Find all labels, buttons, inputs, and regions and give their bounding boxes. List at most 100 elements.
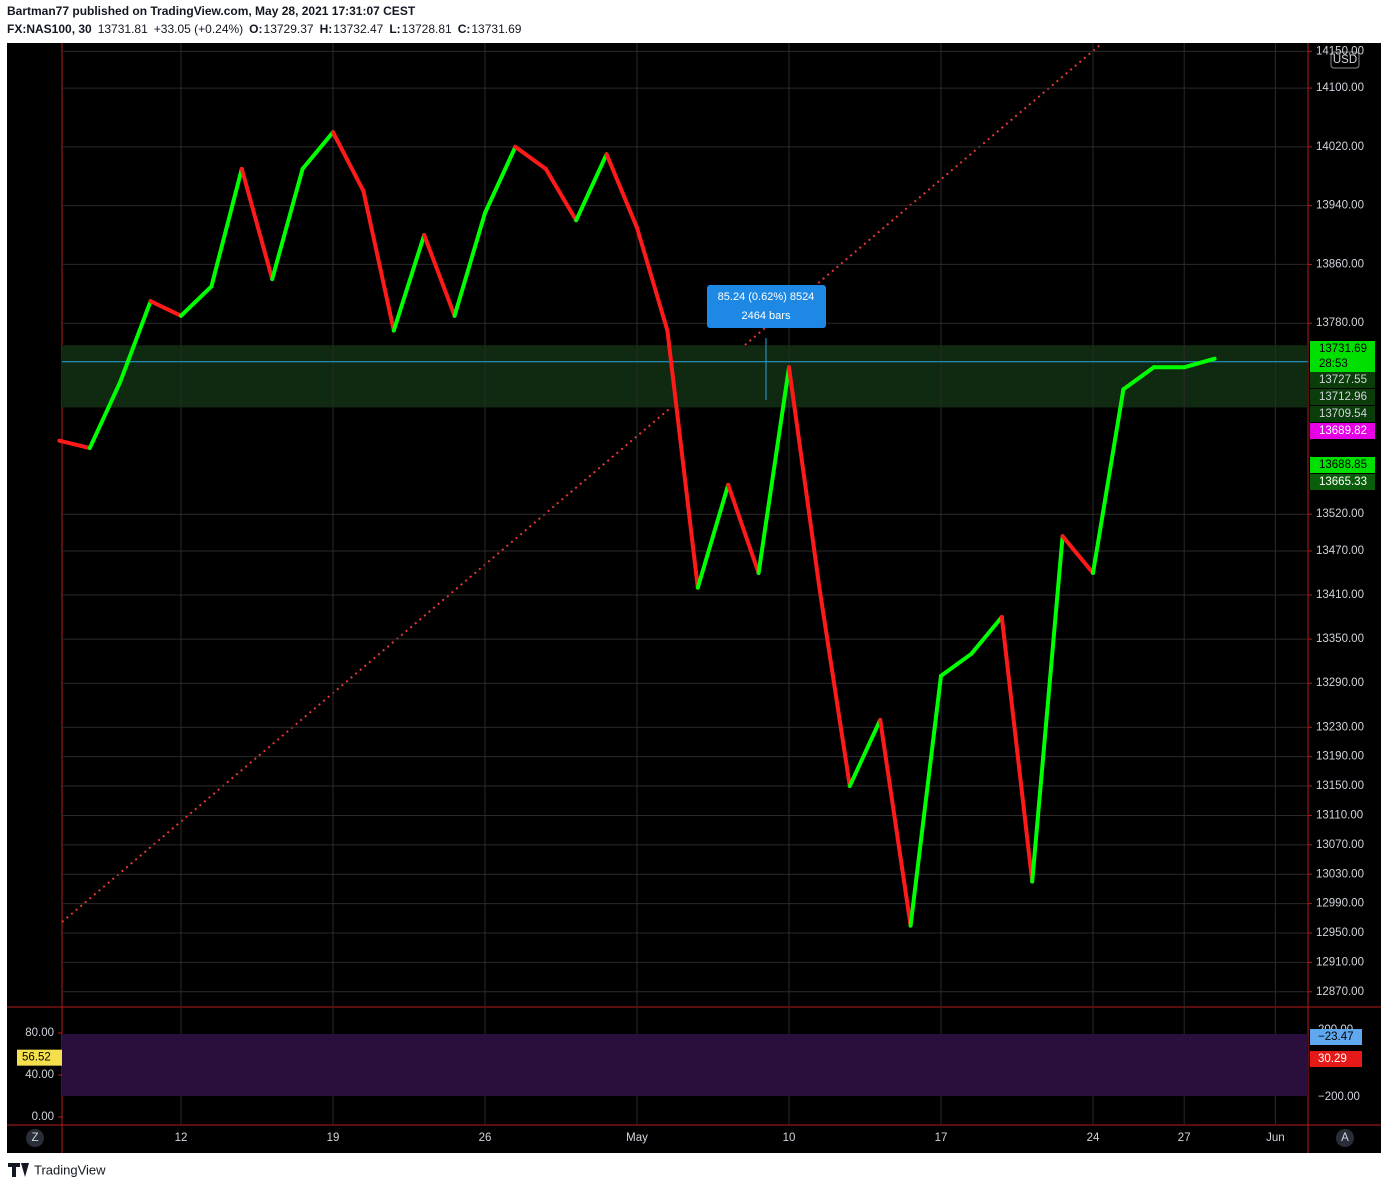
y-tick-label: 13290.00 <box>1316 677 1364 689</box>
price-segment <box>118 299 153 384</box>
x-tick-label: 24 <box>1087 1132 1100 1144</box>
logo <box>8 1163 29 1177</box>
brand: TradingView <box>34 1162 106 1177</box>
price-segment <box>1182 356 1217 370</box>
price-segment <box>179 284 214 318</box>
legend: FX:NAS100, 30 13731.81 +33.05 (+0.24%) O: 13… <box>7 22 522 36</box>
price-segment <box>847 717 883 789</box>
y-tick-label: 12870.00 <box>1316 986 1364 998</box>
price-segment <box>1030 534 1065 884</box>
price-label: 13709.54 <box>1319 408 1368 420</box>
legend-item: FX:NAS100, 30 <box>7 22 92 36</box>
price-segment <box>817 585 852 789</box>
price-segment <box>695 482 731 590</box>
osc-tick-label: 40.00 <box>25 1069 54 1081</box>
button[interactable] <box>1336 1129 1354 1147</box>
price-label-bg <box>1310 474 1375 490</box>
osc-tick-label: 0.00 <box>32 1111 54 1123</box>
y-tick-label: 13030.00 <box>1316 868 1364 880</box>
price-segment <box>787 365 822 590</box>
legend-item: H: <box>320 22 333 36</box>
measure-text: 85.24 (0.62%) 8524 <box>718 291 815 303</box>
price-segment <box>665 328 700 590</box>
price-label-bg <box>1310 457 1375 473</box>
price-label-bg <box>1310 372 1375 388</box>
legend-item: 13729.37 <box>264 22 314 36</box>
price-segment <box>391 233 427 333</box>
x-tick-label: 10 <box>783 1132 796 1144</box>
price-segment <box>331 130 366 193</box>
price-segment <box>908 673 943 928</box>
legend-item: 13731.69 <box>471 22 521 36</box>
y-tick-label: 13470.00 <box>1316 545 1364 557</box>
y-tick-label: 12950.00 <box>1316 927 1364 939</box>
price-segment <box>543 166 579 223</box>
price-segment <box>422 233 457 318</box>
price-segment <box>452 210 487 318</box>
price-segment <box>878 717 913 928</box>
price-segment <box>300 130 335 171</box>
osc-label-bg <box>1310 1051 1362 1067</box>
osc-tick-label: 80.00 <box>25 1027 54 1039</box>
legend-item: 13728.81 <box>402 22 452 36</box>
price-segment <box>999 615 1035 884</box>
x-tick-label: 12 <box>175 1132 188 1144</box>
osc-label: −23.47 <box>1318 1031 1354 1043</box>
osc-current-bg <box>17 1049 62 1066</box>
y-tick-label: 13150.00 <box>1316 780 1364 792</box>
price-segment <box>513 144 548 171</box>
button-label[interactable]: A <box>1341 1132 1349 1144</box>
y-tick-label: 13410.00 <box>1316 589 1364 601</box>
button[interactable] <box>26 1129 44 1147</box>
price-label-bg <box>1310 423 1375 439</box>
price-segment <box>756 365 791 575</box>
x-tick-label: 26 <box>479 1132 492 1144</box>
y-tick-label: 14150.00 <box>1316 45 1364 57</box>
y-tick-label: 13940.00 <box>1316 200 1364 212</box>
price-segment <box>57 438 92 451</box>
price-segment <box>1121 365 1156 392</box>
y-tick-label: 13230.00 <box>1316 721 1364 733</box>
legend-item: C: <box>458 22 471 36</box>
price-segment <box>270 166 305 282</box>
osc-band <box>62 1034 1308 1096</box>
price-segment <box>635 225 670 333</box>
legend-item: 13732.47 <box>333 22 383 36</box>
button-label[interactable]: Z <box>31 1132 38 1144</box>
price-segment <box>209 166 244 289</box>
price-label: 13665.33 <box>1319 476 1367 488</box>
x-tick-label: 17 <box>935 1132 948 1144</box>
price-label: 13689.82 <box>1319 425 1367 437</box>
price-label: 13688.85 <box>1319 459 1367 471</box>
legend-item: 13731.81 <box>98 22 148 36</box>
y-tick-label: 14100.00 <box>1316 82 1364 94</box>
price-label-bg <box>1310 389 1375 405</box>
price-segment <box>969 615 1004 656</box>
price-segment <box>574 152 609 223</box>
chart-bg <box>7 43 1381 1153</box>
price-segment <box>604 152 639 230</box>
legend-item: O: <box>249 22 262 36</box>
y-tick-label: 13190.00 <box>1316 751 1364 763</box>
y-tick-label: 13110.00 <box>1316 809 1363 821</box>
price-label-bg <box>1310 406 1375 422</box>
price-label: 28:53 <box>1319 358 1348 370</box>
price-segment <box>361 188 396 333</box>
price-label: 13731.69 <box>1319 343 1367 355</box>
measure-box <box>707 285 826 328</box>
price-segment <box>239 166 275 282</box>
legend-item: +33.05 (+0.24%) <box>154 22 243 36</box>
y-tick-label: 13520.00 <box>1316 508 1364 520</box>
x-tick-label: 27 <box>1178 1132 1191 1144</box>
price-segment <box>148 299 183 318</box>
y-tick-label: 13780.00 <box>1316 317 1364 329</box>
x-tick-label: May <box>626 1132 648 1144</box>
price-label-bg <box>1310 356 1375 372</box>
price-segment <box>87 379 123 451</box>
trend-line <box>61 44 1101 923</box>
osc-label-bg <box>1310 1029 1362 1045</box>
price-segment <box>483 144 518 215</box>
x-tick-label: Jun <box>1266 1132 1285 1144</box>
osc-label: −200.00 <box>1318 1091 1360 1103</box>
